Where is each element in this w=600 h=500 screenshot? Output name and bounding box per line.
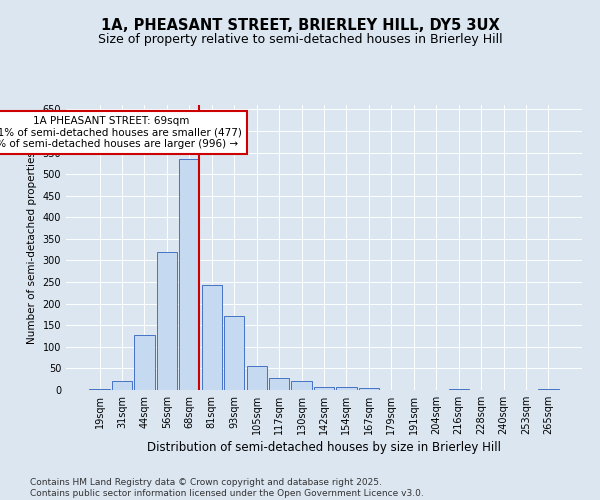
- Bar: [538, 389, 559, 390]
- Bar: [449, 388, 469, 390]
- Bar: [292, 382, 311, 390]
- Text: 1A PHEASANT STREET: 69sqm
← 31% of semi-detached houses are smaller (477)
66% of: 1A PHEASANT STREET: 69sqm ← 31% of semi-…: [0, 116, 242, 149]
- Bar: [314, 386, 334, 390]
- Bar: [112, 382, 132, 390]
- X-axis label: Distribution of semi-detached houses by size in Brierley Hill: Distribution of semi-detached houses by …: [147, 441, 501, 454]
- Bar: [359, 388, 379, 390]
- Text: 1A, PHEASANT STREET, BRIERLEY HILL, DY5 3UX: 1A, PHEASANT STREET, BRIERLEY HILL, DY5 …: [101, 18, 499, 32]
- Text: Size of property relative to semi-detached houses in Brierley Hill: Size of property relative to semi-detach…: [98, 32, 502, 46]
- Bar: [224, 316, 244, 390]
- Bar: [179, 159, 199, 390]
- Bar: [157, 252, 177, 390]
- Text: Contains HM Land Registry data © Crown copyright and database right 2025.
Contai: Contains HM Land Registry data © Crown c…: [30, 478, 424, 498]
- Bar: [134, 334, 155, 390]
- Y-axis label: Number of semi-detached properties: Number of semi-detached properties: [27, 151, 37, 344]
- Bar: [269, 378, 289, 390]
- Bar: [89, 388, 110, 390]
- Bar: [202, 285, 222, 390]
- Bar: [247, 366, 267, 390]
- Bar: [337, 386, 356, 390]
